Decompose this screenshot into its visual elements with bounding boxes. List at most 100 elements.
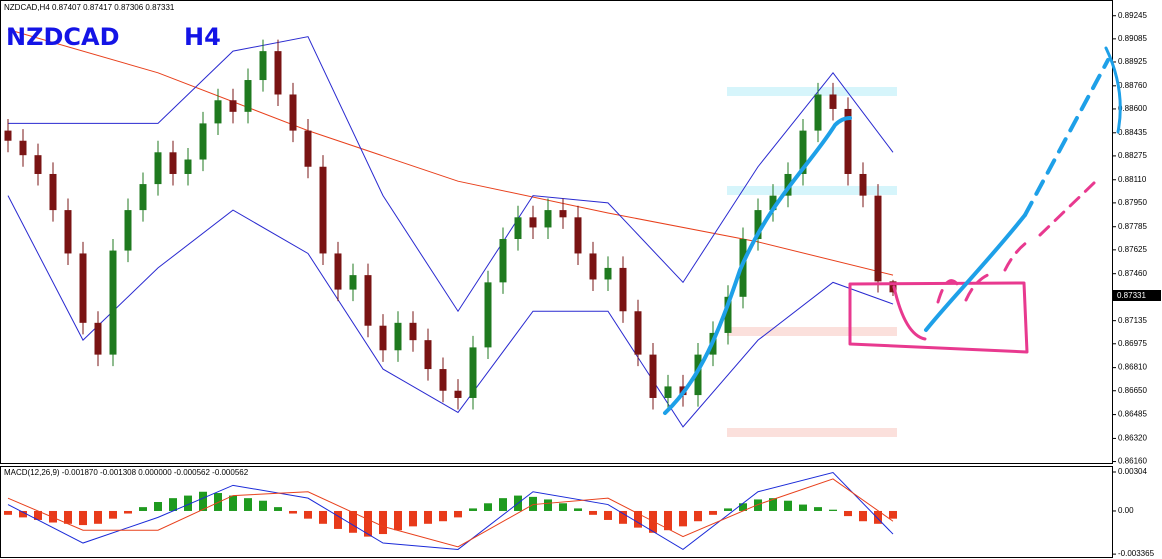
histogram-bar [379, 510, 387, 535]
candle-body [769, 195, 777, 211]
y-tick-label: 0.86485 [1118, 410, 1147, 419]
histogram-bar [859, 510, 867, 522]
candle-body [829, 94, 837, 109]
candle-body [379, 325, 387, 351]
y-tick-label: 0.87785 [1118, 222, 1147, 231]
candle-body [634, 311, 642, 355]
candle-body [19, 140, 27, 156]
candle-body [859, 173, 867, 196]
histogram-bar [334, 510, 342, 529]
chart-header: NZDCAD,H4 0.87407 0.87417 0.87306 0.8733… [4, 3, 175, 12]
y-tick-label: 0.87135 [1118, 316, 1147, 325]
candle-body [559, 210, 567, 218]
y-tick-label: 0.00304 [1118, 467, 1147, 476]
histogram-bar [364, 510, 372, 537]
drawn-path [1023, 58, 1110, 217]
candle-body [64, 210, 72, 254]
y-tick-label: 0.89245 [1118, 11, 1147, 20]
y-tick-label: 0.87625 [1118, 245, 1147, 254]
plot: 0.89245 0.89085 0.88925 0.88760 0.88600 0.884… [4, 11, 1155, 558]
histogram-bar [454, 510, 462, 518]
candle-body [754, 210, 762, 240]
y-tick-label: 0.86975 [1118, 339, 1147, 348]
histogram-bar [844, 510, 852, 517]
candle-body [109, 250, 117, 355]
histogram-bar [349, 510, 357, 533]
histogram-bar [259, 500, 267, 511]
symbol-label: NZDCAD [6, 23, 120, 51]
histogram-bar [394, 510, 402, 531]
histogram-bar [109, 510, 117, 519]
macd-panel [0, 466, 1113, 558]
y-tick-label: 0.86810 [1118, 363, 1147, 372]
indicator-line [7, 478, 894, 548]
candle-body [394, 322, 402, 351]
candle-body [409, 322, 417, 341]
indicator-line [7, 195, 894, 428]
candle-body [199, 123, 207, 160]
histogram-bar [589, 510, 597, 515]
indicator-line [8, 36, 894, 313]
histogram-bar [499, 498, 507, 511]
candle-body [274, 51, 282, 95]
histogram-bar [829, 509, 837, 511]
histogram-bar [889, 510, 897, 519]
histogram-bar [724, 508, 732, 511]
histogram-bar [874, 510, 882, 524]
histogram-bar [139, 507, 147, 511]
candle-body [454, 390, 462, 398]
histogram-bar [799, 504, 807, 511]
histogram-bar [694, 510, 702, 522]
candle-body [604, 267, 612, 280]
candle-body [229, 100, 237, 112]
macd-title: MACD(12,26,9) -0.001870 -0.001308 0.0000… [4, 468, 249, 477]
candle-body [499, 239, 507, 283]
histogram-bar [304, 510, 312, 519]
candle-body [589, 253, 597, 280]
annotations [663, 46, 1122, 415]
y-tick-label: 0.87950 [1118, 198, 1147, 207]
histogram-bar [484, 503, 492, 511]
histogram-bar [199, 491, 207, 511]
candle-body [484, 282, 492, 348]
candle-body [289, 94, 297, 131]
y-tick-label: 0.86320 [1118, 434, 1147, 443]
y-tick-label: 0.88925 [1118, 57, 1147, 66]
drawn-path [663, 116, 852, 415]
histogram-bar [409, 510, 417, 527]
histogram-bar [529, 496, 537, 511]
candle-body [529, 217, 537, 228]
candle-body [364, 275, 372, 326]
histogram-bar [19, 510, 27, 518]
drawn-path [1104, 46, 1122, 134]
y-tick-label: -0.003365 [1118, 549, 1155, 558]
candle-body [784, 173, 792, 196]
histogram-bar [124, 510, 132, 514]
histogram-bar [814, 507, 822, 511]
candle-body [349, 275, 357, 290]
price-label-bg [1113, 290, 1161, 301]
histogram-bar [244, 498, 252, 511]
y-tick-label: 0.88435 [1118, 128, 1147, 137]
histogram-bar [604, 510, 612, 520]
support-zone [727, 327, 897, 336]
y-tick-label: 0.89085 [1118, 34, 1147, 43]
candle-body [439, 369, 447, 391]
support-zone [727, 428, 897, 437]
candle-body [514, 217, 522, 240]
candle-body [184, 159, 192, 174]
y-tick-label: 0.88275 [1118, 151, 1147, 160]
histogram-bar [439, 510, 447, 522]
histogram-bar [574, 508, 582, 511]
candle-body [724, 296, 732, 333]
histogram-bar [634, 510, 642, 528]
histogram-bar [79, 510, 87, 526]
candle-body [874, 195, 882, 282]
histogram-bar [169, 498, 177, 511]
histogram-bar [754, 499, 762, 511]
histogram-bar [274, 507, 282, 511]
candle-body [649, 354, 657, 398]
candle-body [259, 51, 267, 81]
histogram-bar [4, 510, 12, 515]
